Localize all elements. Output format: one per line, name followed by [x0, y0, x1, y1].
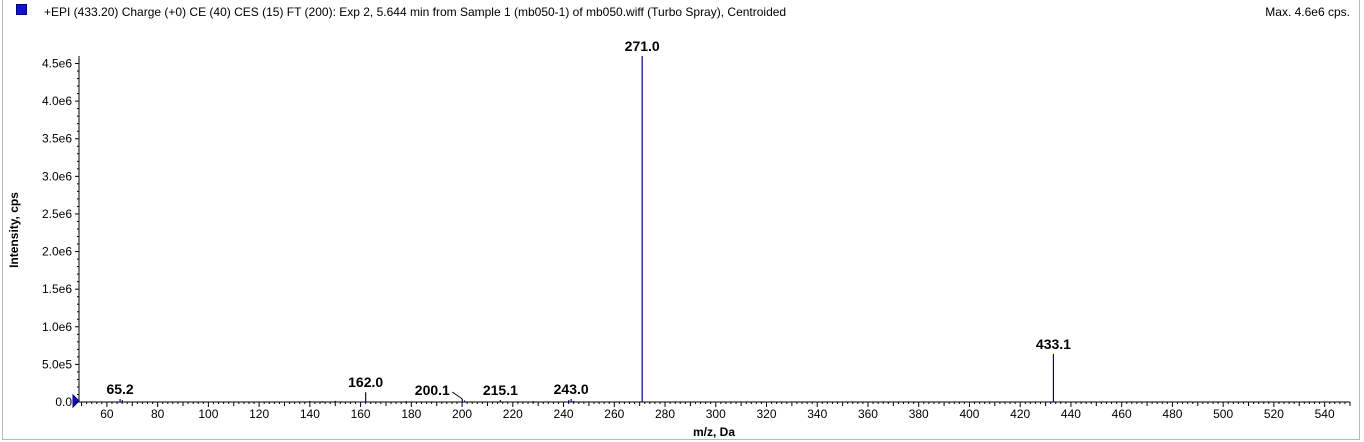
y-tick-label: 2.5e6 — [42, 207, 72, 221]
y-tick-label: 3.5e6 — [42, 132, 72, 146]
peak-label: 162.0 — [348, 374, 383, 390]
peak-label: 65.2 — [106, 381, 133, 397]
max-intensity-label: Max. 4.6e6 cps. — [1265, 5, 1350, 19]
x-tick-label: 360 — [858, 407, 878, 421]
x-tick-label: 540 — [1315, 407, 1335, 421]
y-origin-marker — [72, 393, 80, 409]
x-tick-label: 520 — [1264, 407, 1284, 421]
x-tick-label: 380 — [909, 407, 929, 421]
y-tick-label: 0.0 — [55, 395, 72, 409]
legend-color-marker[interactable] — [16, 4, 27, 15]
peak-label: 215.1 — [483, 382, 518, 398]
peak-label: 271.0 — [625, 38, 660, 54]
peak-label: 433.1 — [1036, 336, 1071, 352]
x-tick-label: 420 — [1010, 407, 1030, 421]
x-tick-label: 260 — [604, 407, 624, 421]
x-tick-label: 240 — [554, 407, 574, 421]
x-tick-label: 80 — [151, 407, 165, 421]
peak-label-leader — [452, 391, 463, 400]
trace-title: +EPI (433.20) Charge (+0) CE (40) CES (1… — [44, 5, 787, 19]
y-tick-label: 3.0e6 — [42, 169, 72, 183]
x-tick-label: 200 — [452, 407, 472, 421]
y-tick-label: 5.0e5 — [42, 357, 72, 371]
x-tick-label: 480 — [1162, 407, 1182, 421]
x-tick-label: 140 — [300, 407, 320, 421]
y-tick-label: 1.0e6 — [42, 320, 72, 334]
y-tick-label: 1.5e6 — [42, 282, 72, 296]
x-tick-label: 220 — [503, 407, 523, 421]
x-axis-label: m/z, Da — [693, 425, 735, 439]
x-tick-label: 500 — [1213, 407, 1233, 421]
x-tick-label: 460 — [1112, 407, 1132, 421]
x-tick-label: 160 — [351, 407, 371, 421]
peak-label: 200.1 — [415, 382, 450, 398]
y-tick-label: 4.0e6 — [42, 94, 72, 108]
x-tick-label: 400 — [959, 407, 979, 421]
x-tick-label: 60 — [100, 407, 114, 421]
peak-label: 243.0 — [554, 381, 589, 397]
x-tick-label: 100 — [198, 407, 218, 421]
x-tick-label: 440 — [1061, 407, 1081, 421]
x-tick-label: 120 — [249, 407, 269, 421]
x-tick-label: 280 — [655, 407, 675, 421]
y-tick-label: 2.0e6 — [42, 245, 72, 259]
x-tick-label: 320 — [756, 407, 776, 421]
x-tick-label: 340 — [807, 407, 827, 421]
x-tick-label: 180 — [401, 407, 421, 421]
y-tick-label: 4.5e6 — [42, 57, 72, 71]
x-tick-label: 300 — [706, 407, 726, 421]
